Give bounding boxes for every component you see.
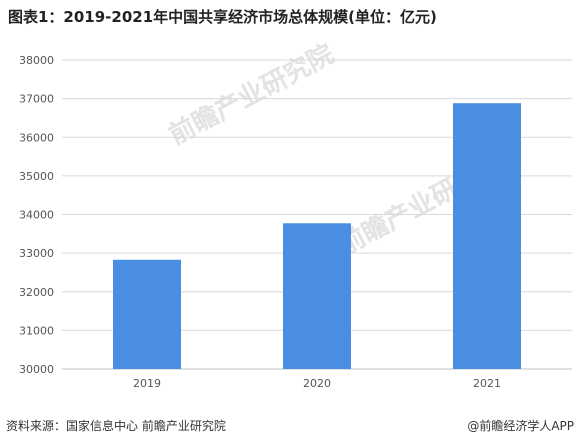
y-tick-label: 37000 <box>19 93 54 106</box>
x-axis: 2019 2020 2021 <box>133 377 501 390</box>
chart-title: 图表1：2019-2021年中国共享经济市场总体规模(单位：亿元) <box>8 8 437 26</box>
watermark-text: 前瞻产业研究院 <box>164 38 339 151</box>
x-tick-label: 2021 <box>473 377 501 390</box>
y-tick-label: 34000 <box>19 209 54 222</box>
y-tick-label: 33000 <box>19 247 54 260</box>
y-tick-label: 30000 <box>19 363 54 376</box>
bars-layer <box>113 103 521 369</box>
y-tick-label: 38000 <box>19 54 54 67</box>
bar-2020 <box>283 223 351 369</box>
credit-note: @前瞻经济学人APP <box>467 419 574 433</box>
bar-2019 <box>113 259 181 369</box>
x-tick-label: 2019 <box>133 377 161 390</box>
y-tick-label: 31000 <box>19 324 54 337</box>
bar-2021 <box>453 103 521 369</box>
y-tick-label: 36000 <box>19 131 54 144</box>
y-axis: 30000 31000 32000 33000 34000 35000 36000 37000… <box>19 54 54 376</box>
y-tick-label: 32000 <box>19 286 54 299</box>
source-note: 资料来源：国家信息中心 前瞻产业研究院 <box>6 419 226 433</box>
x-tick-label: 2020 <box>303 377 331 390</box>
y-tick-label: 35000 <box>19 170 54 183</box>
